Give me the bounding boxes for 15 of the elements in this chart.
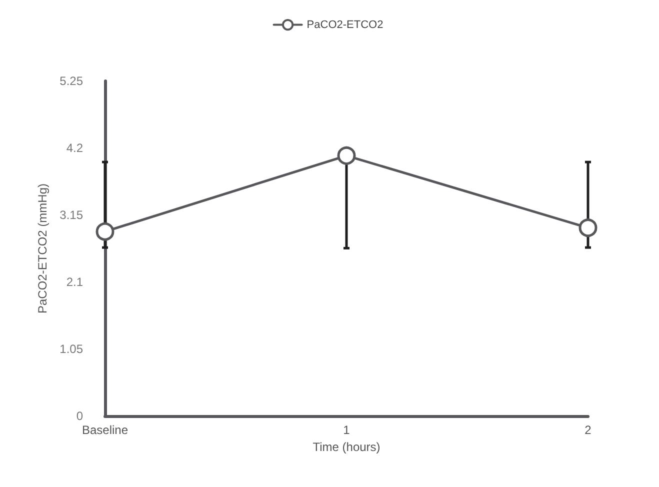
x-tick-label: 1 [343, 423, 350, 437]
point [96, 222, 114, 241]
x-tick-label: Baseline [82, 423, 128, 437]
y-tick-label: 5.25 [60, 74, 84, 88]
y-tick-label: 4.2 [66, 141, 84, 155]
legend-label: PaCO2-ETCO2 [306, 18, 384, 31]
x-tick-label: 2 [584, 423, 592, 437]
y-tick-label: 0 [76, 409, 84, 423]
x-axis-title: Time (hours) [312, 440, 380, 454]
y-axis-title: PaCO2-ETCO2 (mmHg) [36, 183, 50, 314]
y-tick-label: 1.05 [60, 342, 84, 356]
point [578, 218, 598, 238]
point [337, 146, 356, 165]
y-tick-label: 3.15 [60, 208, 84, 222]
y-tick-label: 2.1 [66, 275, 84, 289]
